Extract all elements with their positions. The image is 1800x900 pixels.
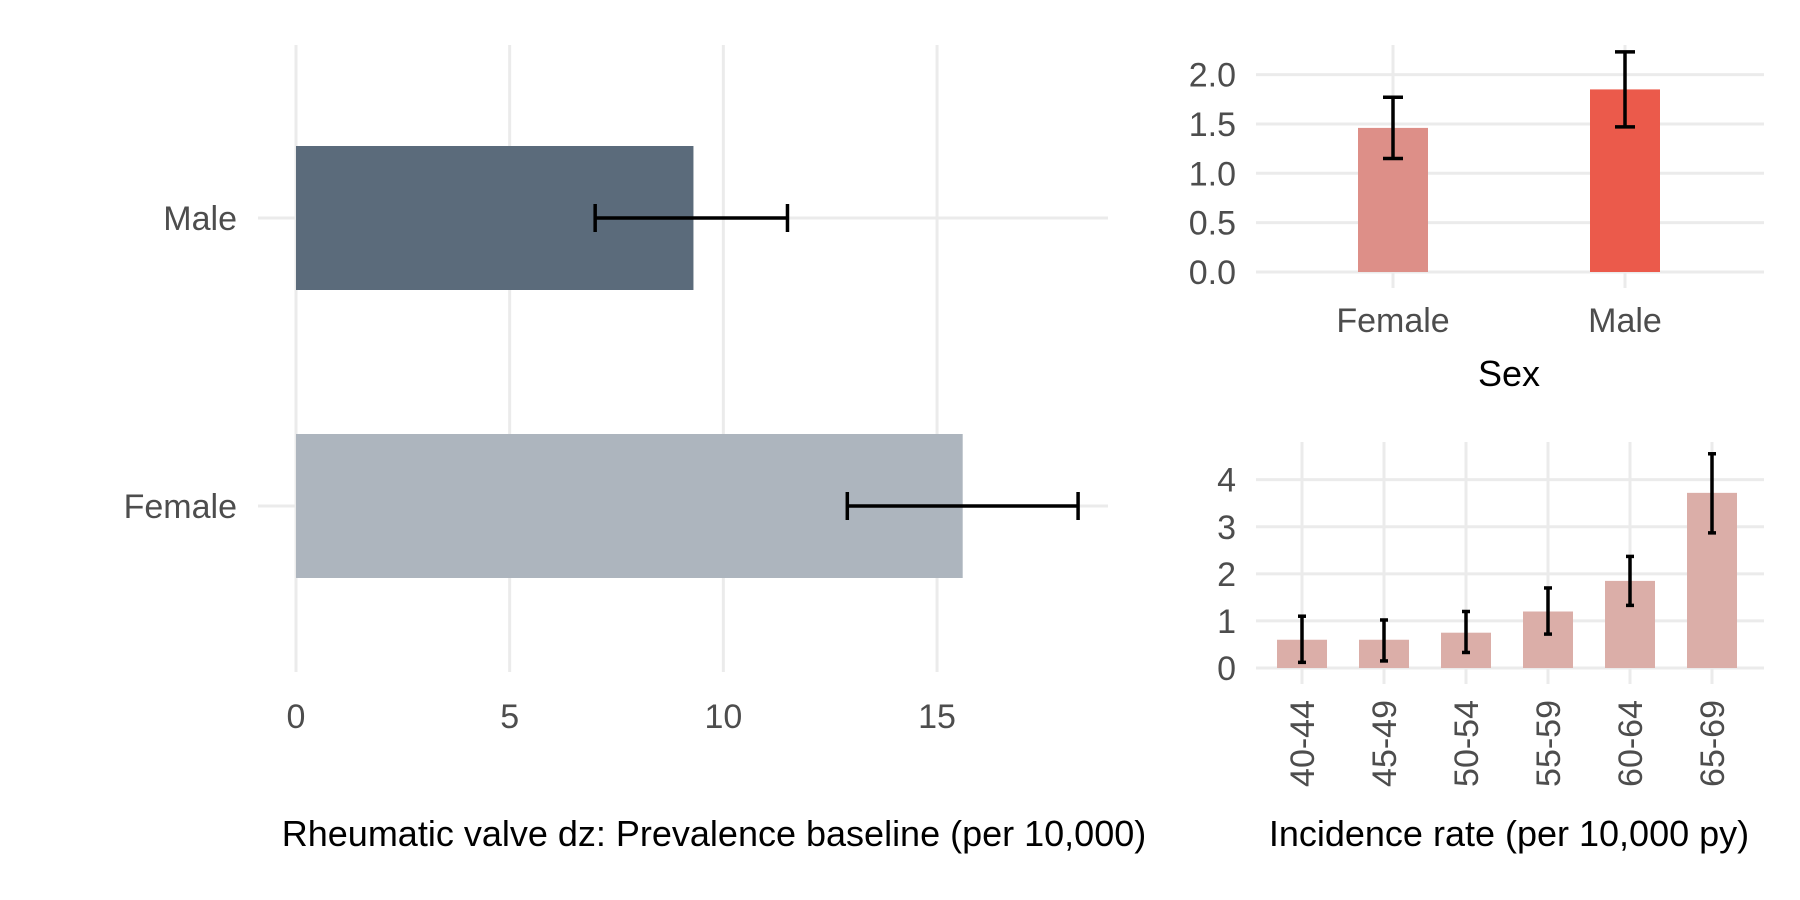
age-x-tick-label: 60-64: [1612, 700, 1650, 787]
sex-y-tick-label: 0.0: [1189, 254, 1236, 292]
age-x-tick-label: 55-59: [1530, 700, 1568, 787]
sex-y-tick-label: 1.5: [1189, 106, 1236, 144]
prevalence-x-tick-label: 15: [918, 698, 956, 736]
prevalence-x-tick-label: 0: [287, 698, 306, 736]
age-y-tick-label: 0: [1217, 650, 1236, 688]
sex-x-axis-title: Sex: [1478, 353, 1540, 394]
prevalence-x-tick-label: 5: [500, 698, 519, 736]
age-y-tick-label: 4: [1217, 462, 1236, 500]
age-y-tick-label: 1: [1217, 603, 1236, 641]
incidence-by-age-panel: 40-44 45-49 50-54 55-59 60-64 65-69 0 1 2 3 4 Incid…: [1217, 442, 1764, 854]
age-y-tick-label: 2: [1217, 556, 1236, 594]
age-x-tick-label: 45-49: [1366, 700, 1404, 787]
incidence-by-sex-panel: Female Male 0.0 0.5 1.0 1.5 2.0 Sex: [1189, 45, 1764, 394]
sex-x-tick-label: Female: [1336, 302, 1449, 340]
prevalence-y-tick-label: Female: [124, 488, 237, 526]
age-x-tick-label: 40-44: [1284, 700, 1322, 787]
sex-y-tick-label: 0.5: [1189, 205, 1236, 243]
age-x-tick-label: 50-54: [1448, 700, 1486, 787]
age-x-axis-title: Incidence rate (per 10,000 py): [1269, 813, 1749, 854]
sex-y-tick-label: 1.0: [1189, 155, 1236, 193]
prevalence-x-tick-label: 10: [704, 698, 742, 736]
age-x-tick-label: 65-69: [1694, 700, 1732, 787]
sex-y-tick-label: 2.0: [1189, 57, 1236, 95]
prevalence-y-tick-label: Male: [163, 200, 237, 238]
age-y-tick-label: 3: [1217, 509, 1236, 547]
prevalence-x-axis-title: Rheumatic valve dz: Prevalence baseline …: [282, 813, 1146, 854]
sex-x-tick-label: Male: [1588, 302, 1662, 340]
prevalence-panel: Male Female 0 5 10 15 Rheumatic valve dz: Prev…: [124, 45, 1146, 854]
